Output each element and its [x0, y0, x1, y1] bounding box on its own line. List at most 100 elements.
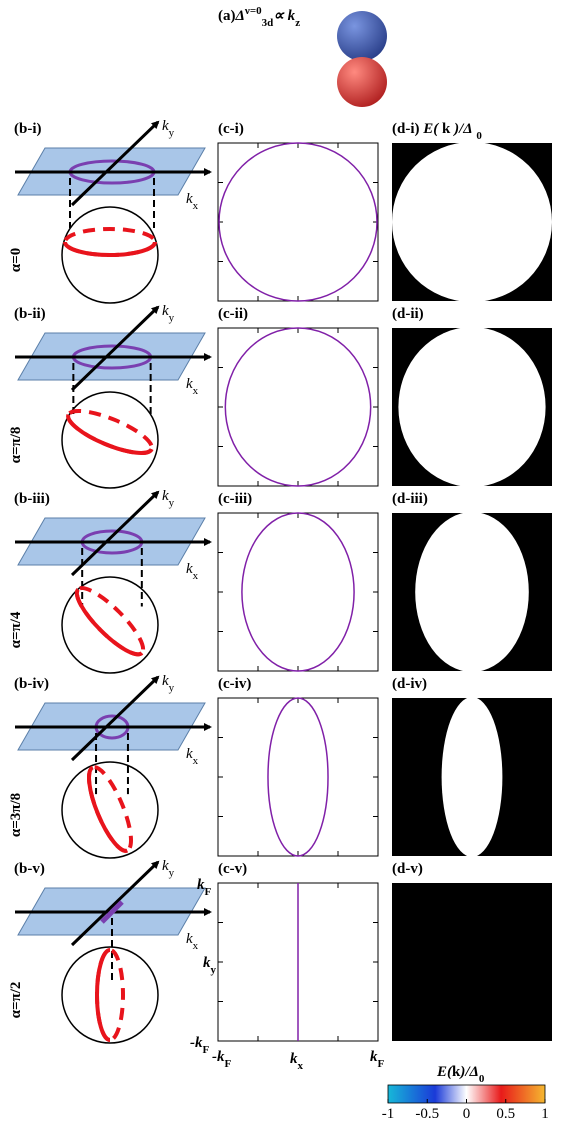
energy-part: 0 [476, 130, 482, 142]
kx-label-part: k [186, 931, 193, 947]
orbital-lobe [337, 57, 387, 107]
ring [63, 227, 157, 257]
ring [66, 408, 154, 455]
panel-label: (d-iv) [392, 676, 427, 692]
fermi-contour [218, 142, 378, 302]
colorbar-title-part: k [452, 1064, 461, 1080]
panel-label: (c-v) [218, 861, 247, 877]
fermi-ring [100, 900, 124, 924]
row-label: (b-v) [14, 861, 45, 877]
axis-label: kF [370, 1049, 385, 1070]
panel-a-title-part: z [295, 17, 300, 29]
axis-label-part: F [225, 1058, 232, 1070]
ky-label-part: y [169, 312, 175, 324]
panel-label-part: (d-ii) [392, 306, 424, 322]
axis-label-part: k [197, 877, 205, 893]
kx-label-part: x [193, 940, 199, 952]
colorbar-title-part: E( [436, 1064, 453, 1080]
kx-label-part: x [193, 570, 199, 582]
axis-label-part: x [298, 1060, 304, 1072]
ky-label: ky [162, 118, 175, 139]
panel-label-part: (d-i) [392, 121, 420, 137]
ky-label-part: y [169, 682, 175, 694]
sphere [61, 576, 159, 674]
ring [74, 586, 146, 657]
axis-label-part: -k [190, 1035, 203, 1051]
axis-label-part: k [370, 1049, 378, 1065]
panel-a-title-part: (a) [218, 8, 236, 24]
ky-label-part: y [169, 127, 175, 139]
ky-axis [70, 675, 160, 762]
panel-label-part: (d-iii) [392, 491, 428, 507]
fermi-contour [241, 512, 355, 672]
kx-label: kx [186, 376, 199, 397]
colorbar-tick-label: 1 [541, 1106, 549, 1122]
gap-region [392, 143, 552, 301]
ring-front [95, 948, 111, 1042]
energy-part: E( [422, 121, 439, 137]
row-label: (b-iii) [14, 491, 50, 507]
ky-label-part: k [162, 118, 169, 134]
colorbar-tick-label: -1 [382, 1106, 395, 1122]
panel-label: (d-ii) [392, 306, 424, 322]
axis-label-part: y [211, 964, 217, 976]
ky-label: ky [162, 858, 175, 879]
alpha-label: α=π/8 [8, 427, 24, 464]
ky-label-part: k [162, 673, 169, 689]
colorbar-tick-label: 0.5 [496, 1106, 515, 1122]
row-label: (b-i) [14, 121, 42, 137]
kx-label-part: x [193, 385, 199, 397]
ky-label-part: y [169, 867, 175, 879]
panel-a-title-part: Δ [235, 8, 245, 24]
ky-label-part: k [162, 858, 169, 874]
ky-axis [70, 860, 160, 947]
ring-front [87, 765, 128, 853]
axis-label: kx [290, 1051, 304, 1072]
kx-label: kx [186, 746, 199, 767]
ky-label-part: k [162, 488, 169, 504]
ky-label: ky [162, 488, 175, 509]
alpha-label: α=3π/8 [8, 793, 24, 837]
panel-label: (c-iii) [218, 491, 252, 507]
ring-front [74, 587, 144, 657]
colorbar-tick-label: -0.5 [415, 1106, 439, 1122]
axis-label: kF [197, 877, 212, 898]
axis-label: -kF [190, 1035, 210, 1056]
axis-label-part: F [378, 1058, 385, 1070]
kx-label: kx [186, 931, 199, 952]
ky-axis [70, 120, 160, 207]
panel-a-title-part: 3d [262, 17, 274, 29]
gap-region [441, 698, 503, 856]
ky-axis [70, 305, 160, 392]
panel-a-title-part: ν=0 [244, 5, 262, 17]
colorbar-title-part: 0 [479, 1073, 485, 1085]
panel-label: (d-iii) [392, 491, 428, 507]
panel-label: (d-v) [392, 861, 423, 877]
panel-label: (c-ii) [218, 306, 248, 322]
ky-label: ky [162, 303, 175, 324]
alpha-label: α=π/2 [8, 982, 24, 1019]
orbital-lobe [337, 11, 387, 61]
panel-label-part: (d-iv) [392, 676, 427, 692]
kx-label-part: k [186, 376, 193, 392]
fermi-contour [267, 697, 329, 857]
axis-label-part: F [205, 886, 212, 898]
kx-label-part: k [186, 746, 193, 762]
kx-label-part: x [193, 200, 199, 212]
kx-label: kx [186, 561, 199, 582]
colorbar-title-part: )/Δ [458, 1064, 479, 1080]
panel-label: (c-iv) [218, 676, 251, 692]
fermi-contour [224, 327, 372, 487]
panel-a-title-part: ∝ k [273, 8, 295, 24]
ky-axis [70, 490, 160, 577]
d-panel [392, 883, 552, 1041]
kx-label-part: k [186, 561, 193, 577]
kx-label: kx [186, 191, 199, 212]
axis-label-part: k [290, 1051, 298, 1067]
ring-front [63, 241, 157, 257]
gap-region [415, 513, 529, 671]
sphere [61, 391, 159, 489]
ring [95, 948, 125, 1042]
gap-region [398, 328, 546, 486]
